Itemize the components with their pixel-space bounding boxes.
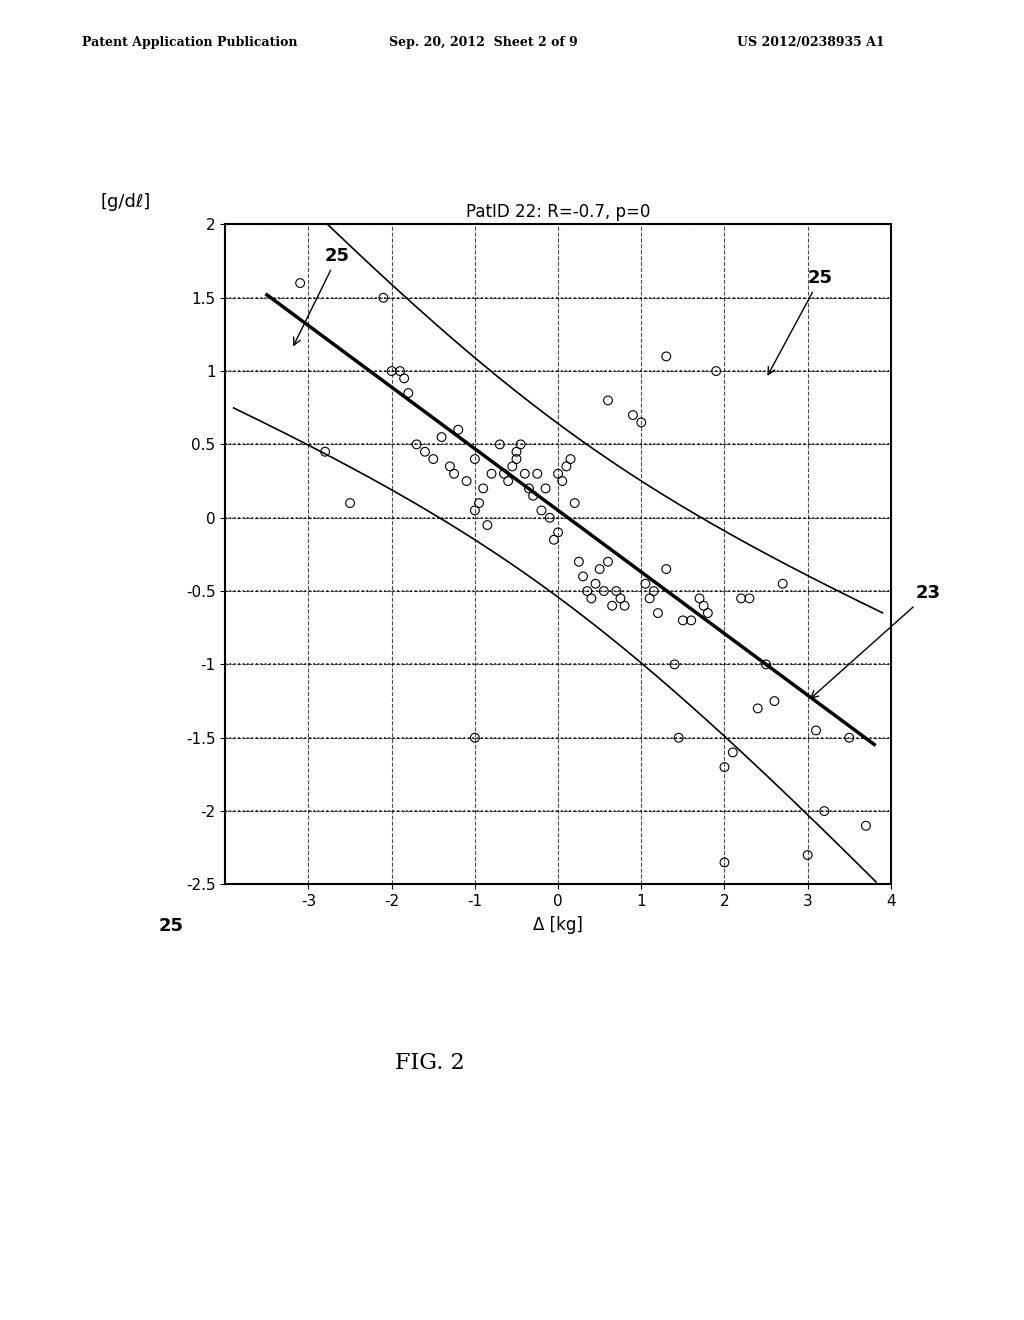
Point (625, 404, 641, 425)
Text: Sep. 20, 2012  Sheet 2 of 9: Sep. 20, 2012 Sheet 2 of 9 (389, 36, 578, 49)
Point (400, 383, 417, 404)
Point (637, 573, 653, 594)
Point (584, 587, 600, 609)
Text: 25: 25 (159, 916, 183, 935)
Point (604, 595, 621, 616)
Point (512, 434, 528, 455)
Text: 25: 25 (768, 269, 833, 375)
Point (467, 500, 483, 521)
Point (671, 727, 687, 748)
Point (570, 552, 587, 573)
Point (733, 587, 750, 609)
Point (675, 610, 691, 631)
Point (600, 552, 616, 573)
Point (542, 507, 558, 528)
Point (451, 420, 467, 441)
Point (417, 441, 433, 462)
Point (292, 272, 308, 293)
Point (608, 581, 625, 602)
Point (479, 515, 496, 536)
Point (521, 478, 538, 499)
Point (758, 653, 774, 675)
Point (525, 486, 542, 507)
Point (717, 756, 733, 777)
Point (658, 558, 675, 579)
Point (612, 587, 629, 609)
Point (433, 426, 450, 447)
Text: 25: 25 (294, 247, 350, 346)
Point (683, 610, 699, 631)
Point (641, 587, 657, 609)
Point (384, 360, 400, 381)
Point (816, 800, 833, 821)
Point (425, 449, 441, 470)
Point (483, 463, 500, 484)
Point (492, 434, 508, 455)
Point (717, 851, 733, 873)
Point (475, 478, 492, 499)
Point (317, 441, 334, 462)
Point (566, 492, 583, 513)
Point (800, 845, 816, 866)
Point (445, 463, 462, 484)
Point (534, 500, 550, 521)
Point (550, 463, 566, 484)
Point (699, 602, 716, 623)
Point (496, 463, 512, 484)
Point (500, 470, 516, 491)
Point (766, 690, 782, 711)
Text: 23: 23 (811, 585, 941, 698)
Y-axis label: [g/dℓ]: [g/dℓ] (100, 193, 151, 211)
Point (546, 529, 562, 550)
Point (375, 288, 391, 309)
Point (574, 566, 591, 587)
Point (441, 455, 458, 477)
Point (695, 595, 712, 616)
Point (550, 521, 566, 543)
Text: US 2012/0238935 A1: US 2012/0238935 A1 (737, 36, 885, 49)
Text: FIG. 2: FIG. 2 (395, 1052, 465, 1074)
Point (538, 478, 554, 499)
Point (508, 441, 524, 462)
Point (841, 727, 857, 748)
Title: PatID 22: R=-0.7, p=0: PatID 22: R=-0.7, p=0 (466, 203, 650, 222)
Point (342, 492, 358, 513)
Point (725, 742, 741, 763)
Point (858, 816, 874, 837)
Point (409, 434, 425, 455)
Point (396, 368, 413, 389)
Point (645, 581, 662, 602)
Point (467, 727, 483, 748)
Point (808, 719, 824, 741)
Point (658, 346, 675, 367)
Point (517, 463, 534, 484)
Point (504, 455, 520, 477)
Point (562, 449, 579, 470)
Point (459, 470, 475, 491)
Point (633, 412, 649, 433)
Point (529, 463, 546, 484)
Point (741, 587, 758, 609)
Point (750, 698, 766, 719)
Point (508, 449, 524, 470)
Point (616, 595, 633, 616)
Point (650, 602, 667, 623)
Text: Patent Application Publication: Patent Application Publication (82, 36, 297, 49)
X-axis label: Δ [kg]: Δ [kg] (534, 916, 583, 935)
Point (708, 360, 724, 381)
Point (596, 581, 612, 602)
Point (554, 470, 570, 491)
Point (691, 587, 708, 609)
Point (467, 449, 483, 470)
Point (588, 573, 604, 594)
Point (667, 653, 683, 675)
Point (471, 492, 487, 513)
Point (392, 360, 409, 381)
Point (600, 389, 616, 411)
Point (579, 581, 595, 602)
Point (774, 573, 791, 594)
Point (558, 455, 574, 477)
Point (592, 558, 608, 579)
